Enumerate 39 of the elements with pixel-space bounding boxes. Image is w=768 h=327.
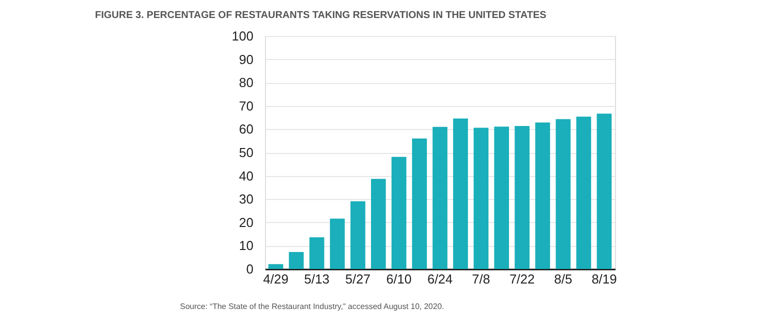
bar <box>596 114 612 269</box>
x-tick-label: 6/24 <box>427 272 453 286</box>
y-tick-label: 10 <box>239 238 254 254</box>
bar <box>412 138 427 269</box>
x-tick-label: 4/29 <box>263 272 288 286</box>
bar <box>350 201 366 269</box>
y-tick-label: 100 <box>232 28 254 44</box>
y-tick-label: 70 <box>239 98 254 114</box>
bar <box>392 156 406 269</box>
y-tick-label: 40 <box>239 168 254 184</box>
bar <box>556 119 571 269</box>
bar <box>494 126 509 269</box>
x-tick-label: 7/22 <box>509 272 535 286</box>
source-note: Source: “The State of the Restaurant Industry,” accessed August 10, 2020. <box>180 302 444 311</box>
y-tick-label: 90 <box>239 52 254 67</box>
bar <box>330 218 345 269</box>
bar <box>268 264 284 269</box>
bar <box>514 126 530 269</box>
bar <box>432 126 448 269</box>
x-tick-label: 5/27 <box>345 272 371 286</box>
bar <box>576 116 592 269</box>
bar <box>288 252 304 269</box>
x-tick-label: 6/10 <box>386 272 412 286</box>
x-tick-label: 5/13 <box>304 272 330 286</box>
y-tick-label: 60 <box>239 122 254 137</box>
bar <box>453 118 468 269</box>
y-tick-label: 20 <box>239 214 254 230</box>
y-tick-label: 0 <box>246 262 254 276</box>
x-tick-label: 7/8 <box>472 272 490 286</box>
x-tick-label: 8/5 <box>554 272 572 286</box>
bar <box>474 128 488 269</box>
chart-title: FIGURE 3. PERCENTAGE OF RESTAURANTS TAKING RESERVATIONS IN THE UNITED STATES <box>95 10 547 21</box>
bar <box>371 178 386 269</box>
bar <box>535 122 550 269</box>
bar <box>309 237 324 269</box>
x-tick-label: 8/19 <box>592 272 617 286</box>
y-tick-label: 30 <box>239 192 254 207</box>
y-tick-label: 50 <box>239 145 254 160</box>
y-tick-label: 80 <box>239 75 254 90</box>
